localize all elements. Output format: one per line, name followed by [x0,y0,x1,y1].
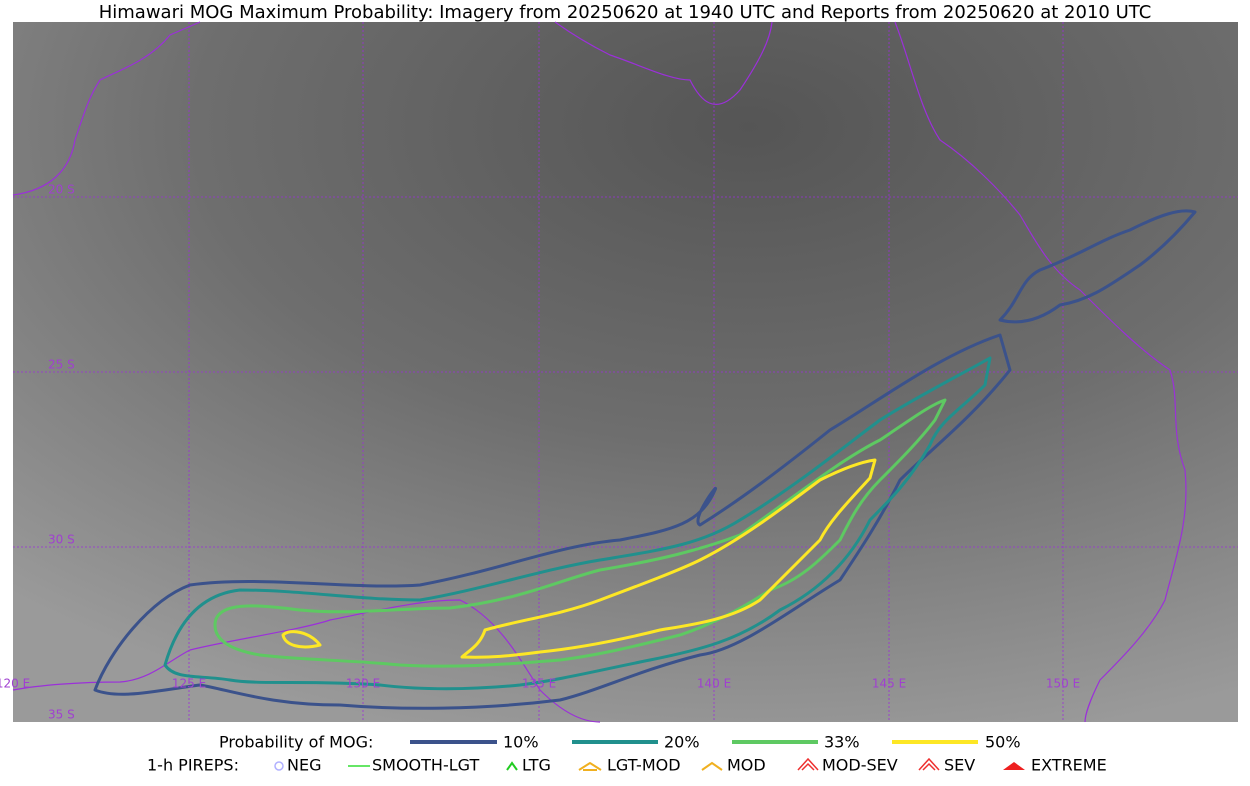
pirep-symbol [918,757,940,771]
legend-item: EXTREME [1031,756,1107,775]
pirep-symbol [506,761,518,771]
pirep-symbol [1003,762,1025,770]
legend-item: 10% [503,733,539,752]
lat-label: 30 S [48,533,75,547]
lat-label: 20 S [48,183,75,197]
graticule [13,22,1238,722]
legend-item: LGT-MOD [607,756,681,775]
lon-label: 145 E [872,677,906,691]
legend-item: 50% [985,733,1021,752]
legend-title: 1-h PIREPS: [147,756,239,775]
pirep-symbol [578,761,602,771]
legend-item: MOD [727,756,766,775]
pirep-symbol [274,761,284,771]
lat-label: 25 S [48,358,75,372]
legend: Probability of MOG: 10% 20% 33% 50% 1-h … [147,733,1107,775]
latitude-labels: 20 S 25 S 30 S 35 S [48,183,75,722]
legend-title: Probability of MOG: [219,733,373,752]
legend-item: NEG [287,756,321,775]
legend-item: 20% [664,733,700,752]
lon-label: 135 E [522,677,556,691]
longitude-labels: 120 E 125 E 130 E 135 E 140 E 145 E 150 … [0,677,1080,691]
map: 20 S 25 S 30 S 35 S 120 E 125 E 130 E 13… [0,21,1238,723]
lon-label: 120 E [0,677,30,691]
pirep-symbol [701,761,723,771]
lon-label: 140 E [697,677,731,691]
lon-label: 125 E [172,677,206,691]
title: Himawari MOG Maximum Probability: Imager… [99,2,1152,23]
lat-label: 35 S [48,708,75,722]
legend-item: MOD-SEV [822,756,898,775]
legend-item: SMOOTH-LGT [372,756,479,775]
legend-item: SEV [944,756,975,775]
legend-item: 33% [824,733,860,752]
legend-item: LTG [522,756,551,775]
probability-contours [93,209,1197,710]
pirep-symbol [797,757,819,771]
lon-label: 130 E [346,677,380,691]
lon-label: 150 E [1046,677,1080,691]
